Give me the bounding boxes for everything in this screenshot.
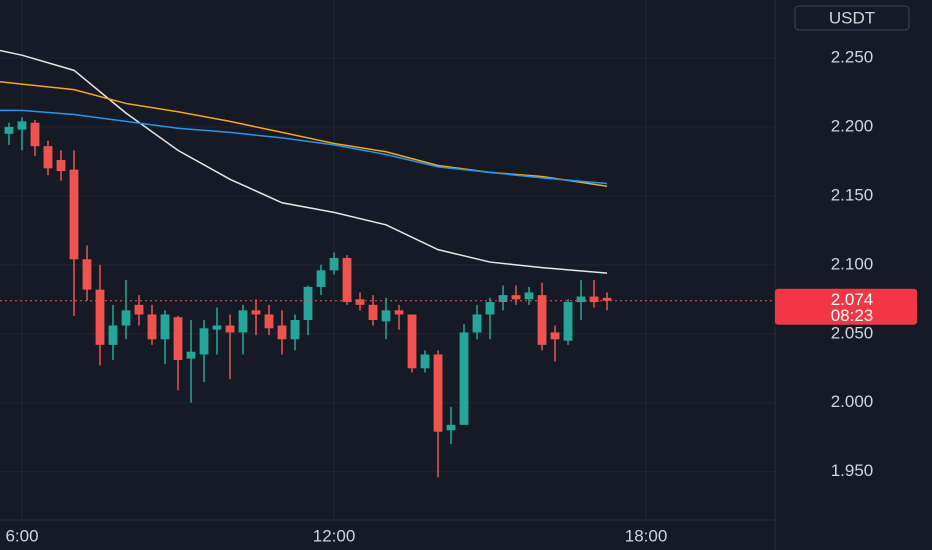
candle-body bbox=[342, 257, 352, 303]
moving-average bbox=[0, 109, 608, 185]
candle-body bbox=[576, 296, 586, 303]
candle-body bbox=[303, 286, 313, 320]
candle-body bbox=[589, 296, 599, 303]
currency[interactable]: USDT bbox=[829, 8, 875, 27]
candle-body bbox=[134, 304, 144, 315]
y-tick-label: 1.950 bbox=[831, 461, 874, 480]
candle-body bbox=[43, 146, 53, 169]
candle-body bbox=[537, 295, 547, 345]
candle-body bbox=[433, 354, 443, 432]
currency-box[interactable] bbox=[794, 5, 910, 31]
countdown: 08:23 bbox=[831, 306, 874, 325]
candle-body bbox=[511, 295, 521, 300]
candle-body bbox=[472, 314, 482, 333]
candle-body bbox=[498, 295, 508, 303]
candle-body bbox=[394, 310, 404, 315]
candle-body bbox=[121, 310, 131, 326]
candle-body bbox=[277, 325, 287, 340]
candle-body bbox=[95, 289, 105, 345]
candle-body bbox=[563, 302, 573, 341]
candle-body bbox=[225, 325, 235, 333]
candle-body bbox=[17, 121, 27, 130]
candle-body bbox=[264, 314, 274, 329]
candle-body bbox=[4, 126, 14, 134]
candle-body bbox=[550, 332, 560, 340]
x-tick-label: 18:00 bbox=[625, 526, 668, 545]
candle-body bbox=[199, 328, 209, 355]
candle-body bbox=[186, 351, 196, 359]
candle-body bbox=[407, 314, 417, 369]
candle-body bbox=[368, 304, 378, 320]
price-label-box bbox=[775, 288, 917, 325]
y-tick-label: 2.200 bbox=[831, 116, 874, 135]
price-label: 2.074 bbox=[831, 290, 874, 309]
candle-body bbox=[446, 424, 456, 431]
candle-body bbox=[459, 332, 469, 425]
candle-body bbox=[30, 122, 40, 147]
candle-body bbox=[381, 310, 391, 322]
candle-body bbox=[329, 257, 339, 271]
candle-body bbox=[238, 310, 248, 333]
candle-body bbox=[147, 314, 157, 340]
y-tick-label: 2.050 bbox=[831, 323, 874, 342]
y-tick-label: 2.150 bbox=[831, 185, 874, 204]
candle-body bbox=[82, 259, 92, 290]
candle-body bbox=[602, 297, 612, 301]
candle-body bbox=[212, 325, 222, 330]
y-tick-label: 2.250 bbox=[831, 47, 874, 66]
moving-average bbox=[0, 49, 608, 274]
candle-body bbox=[355, 299, 365, 305]
candle-body bbox=[69, 169, 79, 260]
x-tick-label: 12:00 bbox=[313, 526, 356, 545]
candle-body bbox=[108, 325, 118, 345]
x-tick-label: 6:00 bbox=[5, 526, 38, 545]
candle-body bbox=[56, 160, 66, 172]
candle-body bbox=[251, 310, 261, 315]
candle-body bbox=[160, 314, 170, 340]
y-tick-label: 2.100 bbox=[831, 254, 874, 273]
candle-body bbox=[485, 302, 495, 315]
candle-body bbox=[290, 320, 300, 340]
candle-body bbox=[316, 270, 326, 287]
candle-body bbox=[524, 292, 534, 300]
y-tick-label: 2.000 bbox=[831, 392, 874, 411]
candle-body bbox=[420, 354, 430, 369]
candle-body bbox=[173, 317, 183, 360]
